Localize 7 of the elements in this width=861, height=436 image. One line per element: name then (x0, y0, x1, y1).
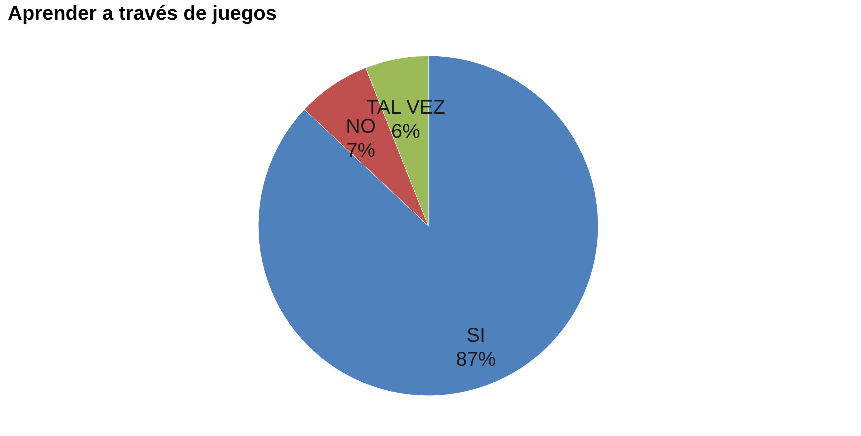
data-label: 6% (392, 121, 421, 144)
chart-title: Aprender a través de juegos (8, 3, 277, 25)
data-label: 7% (346, 140, 376, 162)
slice-label: SI (466, 325, 486, 348)
pie-slice (258, 56, 599, 396)
data-label: 87% (456, 349, 496, 372)
slice-label: NO (346, 116, 376, 138)
